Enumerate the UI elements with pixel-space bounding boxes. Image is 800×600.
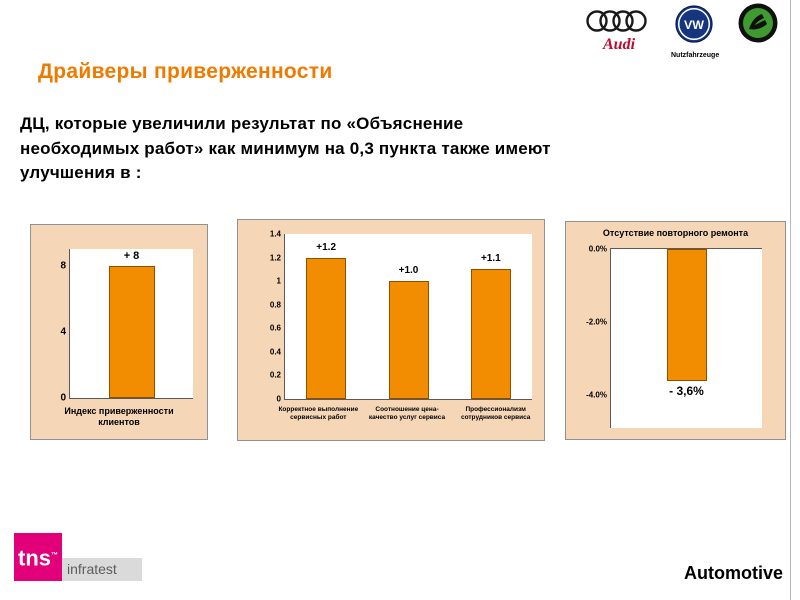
slide-right-border (790, 0, 791, 600)
y-tick-label: 1.4 (269, 229, 281, 239)
bar (666, 249, 707, 381)
footer-brand: Automotive (684, 563, 783, 583)
chart-loyalty-index: 0 4 8 + 8 Индекс приверженности клиентов (30, 224, 208, 440)
y-tick-label: 0.8 (269, 300, 281, 310)
y-tick-label: 0.6 (269, 323, 281, 333)
bar-value-label: +1.1 (480, 253, 501, 265)
y-tick-label: -2.0% (586, 317, 607, 327)
chart-repeat-repair: Отсутствие повторного ремонта 0.0% -2.0% -… (565, 221, 786, 440)
bar (108, 265, 155, 398)
y-tick-label: 1.2 (269, 253, 281, 263)
category-label: Профессионализм сотрудников сервиса (460, 406, 531, 422)
audi-logo: Audi (583, 4, 663, 56)
audi-wordmark: Audi (602, 36, 636, 53)
tns-logo: tns™ (14, 533, 62, 581)
chart-plot-area: 0 4 8 + 8 (60, 249, 193, 404)
chart-category-row: Корректное выполнение сервисных работ Соо… (274, 406, 540, 422)
y-tick-label: 4 (60, 326, 66, 338)
category-label: Соотношение цена- качество услуг сервиса (368, 406, 446, 422)
chart-category-row: Индекс приверженности клиентов (55, 406, 183, 429)
y-tick-label: 0 (276, 394, 281, 404)
chart-plot-area: 0.0% -2.0% -4.0% - 3,6% (586, 245, 762, 428)
audi-rings-icon: Audi (586, 10, 647, 53)
y-tick-label: 1 (276, 276, 281, 286)
body-text-line: ДЦ, которые увеличили результат по «Объя… (20, 114, 464, 133)
bar-value-label: + 8 (123, 249, 140, 262)
chart-plot-area: 0 0.2 0.4 0.6 0.8 1 1.2 1.4 +1.2 +1.0 +1.1 (270, 230, 532, 404)
y-tick-label: 8 (60, 260, 66, 272)
page-title: Драйверы приверженности (38, 60, 333, 83)
vw-roundel-icon: VW (675, 5, 713, 43)
category-label: Корректное выполнение сервисных работ (278, 406, 359, 422)
category-label: Индекс приверженности клиентов (64, 406, 174, 428)
bar-value-label: +1.2 (316, 241, 337, 253)
y-tick-label: 0.4 (269, 347, 281, 357)
y-tick-label: 0.0% (588, 244, 607, 254)
bar (306, 257, 347, 399)
trademark-icon: ™ (51, 552, 58, 559)
bar-value-label: +1.0 (398, 265, 419, 277)
bar (388, 281, 429, 399)
vw-monogram: VW (684, 18, 704, 32)
skoda-logo (736, 2, 780, 48)
skoda-roundel-icon (738, 3, 778, 43)
bar (470, 269, 511, 399)
y-tick-label: 0.2 (269, 370, 281, 380)
body-text-line: необходимых работ» как минимум на 0,3 пу… (20, 138, 551, 158)
chart-service-drivers: 0 0.2 0.4 0.6 0.8 1 1.2 1.4 +1.2 +1.0 +1.1 Коррект… (237, 219, 545, 441)
body-text-line: улучшения в : (20, 163, 142, 183)
bar-value-label: - 3,6% (669, 383, 704, 398)
chart-title: Отсутствие повторного ремонта (602, 228, 749, 238)
y-tick-label: -4.0% (586, 390, 607, 400)
vw-logo: VW Nutzfahrzeuge (671, 4, 720, 59)
vw-caption: Nutzfahrzeuge (671, 52, 720, 59)
y-tick-label: 0 (60, 392, 66, 404)
body-text: ДЦ, которые увеличили результат по «Объя… (20, 112, 760, 186)
tns-logo-text: tns (18, 545, 51, 571)
infratest-logo-text: infratest (62, 558, 142, 581)
